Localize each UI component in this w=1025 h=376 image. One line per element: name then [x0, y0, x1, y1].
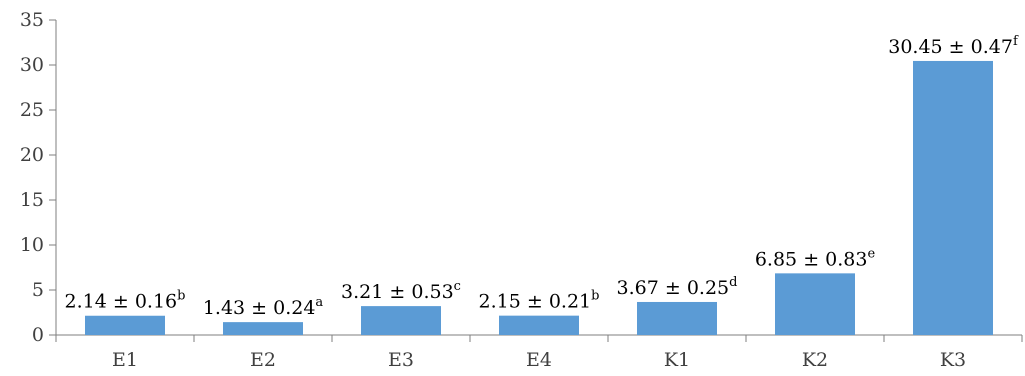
data-label-k1: 3.67 ± 0.25d — [617, 275, 738, 299]
x-tick-label: K1 — [664, 349, 690, 371]
y-tick-label: 10 — [20, 234, 44, 256]
x-tick-label: K3 — [940, 349, 966, 371]
bar-k1 — [637, 301, 717, 335]
data-label-value: 3.21 ± 0.53 — [341, 281, 454, 303]
y-tick-label: 20 — [20, 144, 44, 166]
x-axis: E1 E2 E3 E4 K1 K2 K3 — [55, 334, 1023, 371]
y-tick-label: 30 — [20, 54, 44, 76]
x-tick-label: E1 — [112, 349, 138, 371]
bar-e4 — [499, 315, 579, 335]
data-label-e3: 3.21 ± 0.53c — [341, 279, 461, 303]
x-tick-label: E4 — [526, 349, 552, 371]
data-label-e1: 2.14 ± 0.16b — [65, 289, 186, 313]
data-label-k2: 6.85 ± 0.83e — [755, 246, 876, 270]
data-label-value: 2.14 ± 0.16 — [65, 291, 178, 313]
y-tick-label: 25 — [20, 99, 44, 121]
data-label-significance: c — [454, 279, 461, 294]
data-label-significance: a — [315, 295, 323, 310]
data-label-significance: e — [867, 246, 875, 261]
data-label-significance: b — [591, 289, 599, 304]
bar-series — [85, 60, 993, 335]
data-label-e2: 1.43 ± 0.24a — [203, 295, 324, 319]
bar-k2 — [775, 273, 855, 335]
y-tick-label: 35 — [20, 9, 44, 31]
y-axis: 0 5 10 15 20 25 30 35 — [20, 9, 57, 346]
bar-e3 — [361, 306, 441, 335]
data-label-significance: d — [729, 275, 737, 290]
data-label-significance: f — [1013, 34, 1019, 49]
bar-k3 — [913, 60, 993, 335]
data-label-value: 3.67 ± 0.25 — [617, 277, 730, 299]
data-label-significance: b — [177, 289, 185, 304]
x-tick-label: E2 — [250, 349, 276, 371]
x-tick-label: E3 — [388, 349, 414, 371]
bar-e1 — [85, 315, 165, 335]
data-label-value: 6.85 ± 0.83 — [755, 248, 868, 270]
data-label-value: 30.45 ± 0.47 — [888, 36, 1013, 58]
y-tick-label: 5 — [32, 279, 44, 301]
data-label-value: 2.15 ± 0.21 — [479, 291, 592, 313]
bar-e2 — [223, 322, 303, 335]
y-tick-label: 0 — [32, 324, 44, 346]
data-label-e4: 2.15 ± 0.21b — [479, 289, 600, 313]
y-tick-label: 15 — [20, 189, 44, 211]
data-label-k3: 30.45 ± 0.47f — [888, 34, 1019, 58]
x-tick-label: K2 — [802, 349, 828, 371]
data-label-value: 1.43 ± 0.24 — [203, 297, 316, 319]
